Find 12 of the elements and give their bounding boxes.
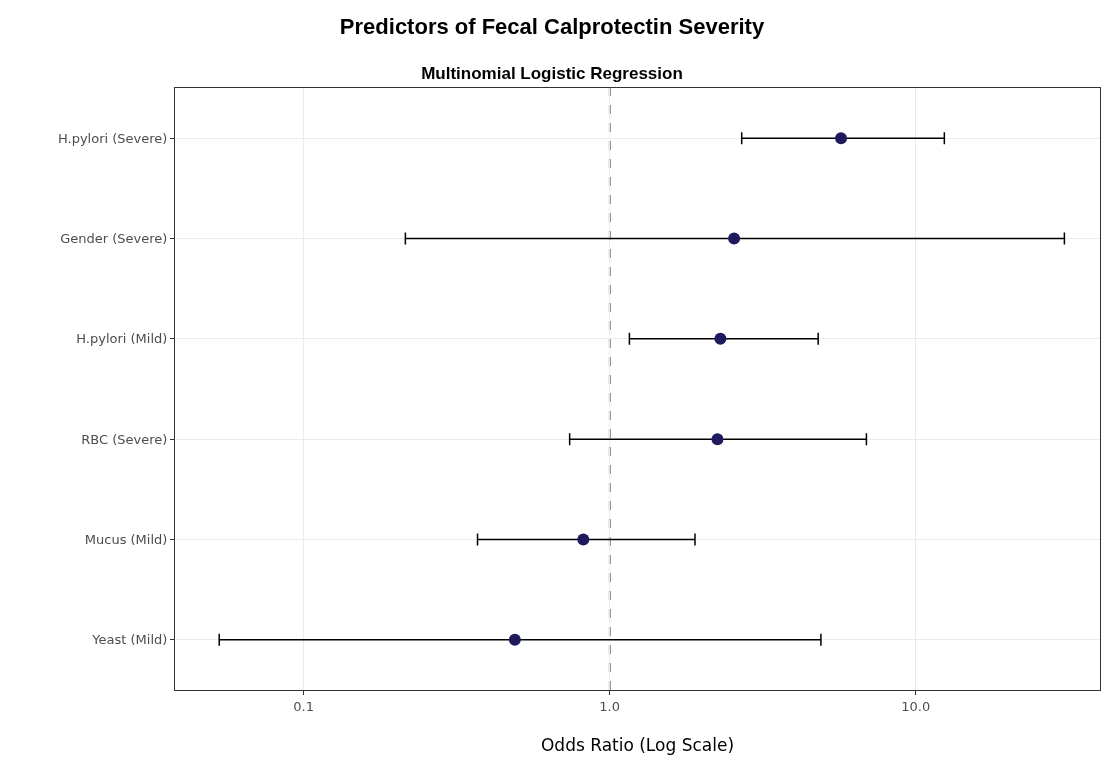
y-tick-label: Yeast (Mild): [91, 632, 168, 648]
y-tick-label: H.pylori (Severe): [57, 130, 168, 146]
chart-title: Predictors of Fecal Calprotectin Severity: [339, 14, 765, 40]
x-tick-label: 0.1: [293, 698, 314, 714]
y-tick-label: H.pylori (Mild): [76, 331, 168, 347]
y-tick-label: Mucus (Mild): [84, 532, 168, 548]
y-tick-label: RBC (Severe): [81, 431, 168, 447]
chart-subtitle: Multinomial Logistic Regression: [421, 63, 683, 83]
x-axis-title: Odds Ratio (Log Scale): [540, 735, 735, 755]
x-tick-label: 1.0: [599, 698, 621, 714]
y-tick-label: Gender (Severe): [60, 231, 168, 247]
x-tick-label: 10.0: [901, 698, 931, 714]
